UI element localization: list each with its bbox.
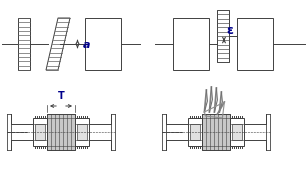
Bar bbox=[232, 124, 242, 140]
Bar bbox=[202, 114, 230, 150]
Bar bbox=[47, 114, 75, 150]
Bar bbox=[33, 118, 47, 146]
Bar bbox=[77, 124, 87, 140]
Bar bbox=[35, 124, 45, 140]
Bar bbox=[173, 18, 209, 70]
Bar bbox=[190, 124, 200, 140]
Bar bbox=[75, 118, 89, 146]
Bar bbox=[237, 18, 273, 70]
Bar bbox=[217, 10, 229, 62]
Bar bbox=[85, 18, 121, 70]
Text: T: T bbox=[58, 91, 64, 101]
Text: ε: ε bbox=[226, 24, 233, 36]
Bar bbox=[230, 118, 244, 146]
Bar bbox=[188, 118, 202, 146]
Text: a: a bbox=[83, 40, 90, 50]
Bar bbox=[18, 18, 30, 70]
Polygon shape bbox=[46, 18, 70, 70]
